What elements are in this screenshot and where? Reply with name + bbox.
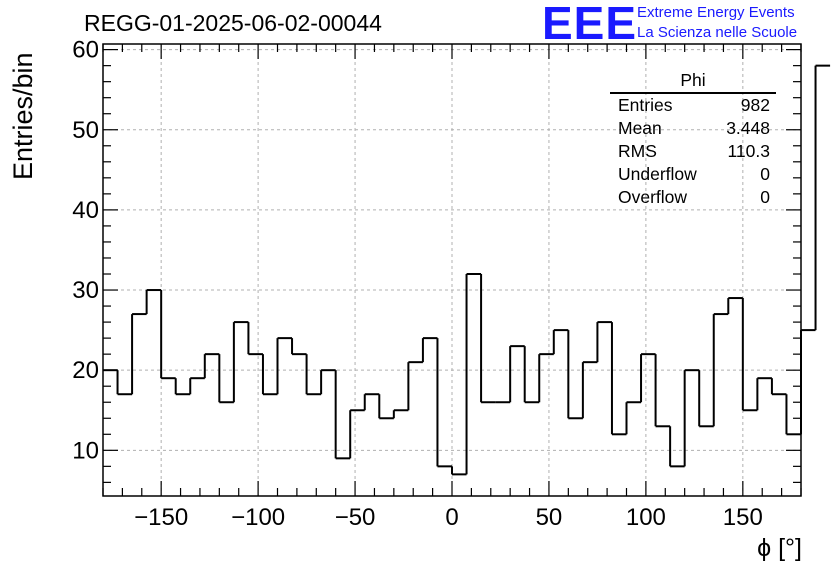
stats-label: Underflow <box>618 164 697 184</box>
y-tick-label: 40 <box>72 197 99 224</box>
x-tick-label: −50 <box>335 504 376 531</box>
chart-title: REGG-01-2025-06-02-00044 <box>84 10 382 36</box>
y-tick-label: 20 <box>72 357 99 384</box>
stats-box: Phi Entries 982 Mean 3.448 RMS 110.3 Underflow… <box>610 70 776 209</box>
stats-value: 0 <box>760 164 770 184</box>
x-tick-label: 50 <box>536 504 563 531</box>
stats-row: Overflow 0 <box>610 186 776 209</box>
y-tick-label: 10 <box>72 437 99 464</box>
x-tick-label: 100 <box>626 504 666 531</box>
stats-row: Underflow 0 <box>610 163 776 186</box>
stats-value: 110.3 <box>727 141 771 161</box>
x-tick-label: −100 <box>231 504 285 531</box>
logo-line-2: La Scienza nelle Scuole <box>637 24 798 41</box>
y-tick-label: 50 <box>72 117 99 144</box>
stats-value: 3.448 <box>726 118 770 138</box>
stats-label: Mean <box>618 118 662 138</box>
y-tick-label: 60 <box>72 37 99 64</box>
stats-row: Entries 982 <box>610 94 776 117</box>
stats-value: 982 <box>740 95 770 115</box>
x-tick-label: 0 <box>445 504 458 531</box>
x-axis-label: ϕ [°] <box>757 534 802 562</box>
stats-label: Entries <box>618 95 673 115</box>
eee-logo: EEE <box>542 0 638 49</box>
stats-row: Mean 3.448 <box>610 117 776 140</box>
logo-line-1: Extreme Energy Events <box>637 4 795 21</box>
stats-title: Phi <box>610 70 776 94</box>
stats-row: RMS 110.3 <box>610 140 776 163</box>
stats-label: RMS <box>618 141 657 161</box>
stats-value: 0 <box>760 187 770 207</box>
stats-label: Overflow <box>618 187 688 207</box>
y-tick-label: 30 <box>72 277 99 304</box>
x-tick-label: −150 <box>134 504 188 531</box>
x-tick-label: 150 <box>723 504 763 531</box>
y-axis-label: Entries/bin <box>8 52 38 180</box>
